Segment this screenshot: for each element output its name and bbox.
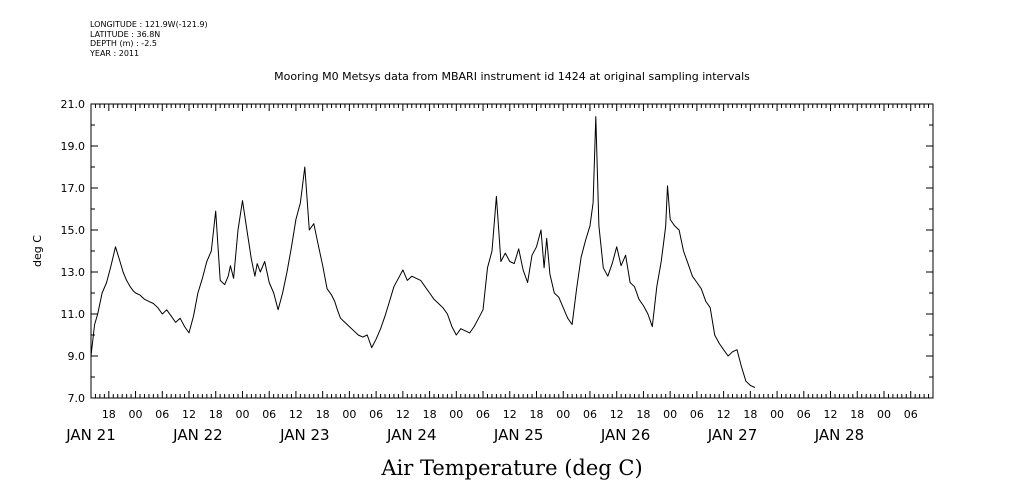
y-tick-label: 7.0 (68, 392, 86, 405)
x-tick-labels: 18 00 06 12 18 00 06 12 18 00 06 12 18 00 06 12 18 00 06 12… (102, 408, 918, 421)
series-group (90, 116, 756, 388)
x-tick-label: 12 (610, 408, 624, 421)
metadata-block: LONGITUDE : 121.9W(-121.9) LATITUDE : 36… (90, 20, 208, 58)
y-tick-label: 9.0 (68, 350, 86, 363)
axis-ticks (90, 103, 934, 399)
x-tick-label: 06 (369, 408, 383, 421)
series-line (90, 116, 756, 388)
y-tick-label: 19.0 (61, 140, 86, 153)
x-tick-label: 00 (449, 408, 463, 421)
x-tick-label: 06 (583, 408, 597, 421)
x-tick-label: 18 (636, 408, 650, 421)
x-tick-label: 00 (877, 408, 891, 421)
x-tick-label: 06 (155, 408, 169, 421)
x-tick-label: 06 (797, 408, 811, 421)
depth-text: DEPTH (m) : -2.5 (90, 39, 157, 48)
x-tick-label: 06 (262, 408, 276, 421)
x-tick-label: 06 (690, 408, 704, 421)
x-tick-label: 12 (503, 408, 517, 421)
x-tick-label: 00 (556, 408, 570, 421)
x-tick-label: 00 (770, 408, 784, 421)
x-tick-label: 18 (530, 408, 544, 421)
x-tick-label: 06 (476, 408, 490, 421)
y-tick-label: 17.0 (61, 182, 86, 195)
day-label: JAN 28 (814, 426, 865, 444)
x-tick-label: 18 (102, 408, 116, 421)
x-tick-label: 18 (209, 408, 223, 421)
y-tick-label: 21.0 (61, 98, 86, 111)
x-tick-label: 12 (824, 408, 838, 421)
x-tick-label: 00 (663, 408, 677, 421)
y-tick-label: 13.0 (61, 266, 86, 279)
day-labels: JAN 21 JAN 22 JAN 23 JAN 24 JAN 25 JAN 26 JAN … (65, 426, 864, 444)
latitude-text: LATITUDE : 36.8N (90, 29, 161, 39)
day-label: JAN 22 (172, 426, 223, 444)
x-tick-label: 00 (129, 408, 143, 421)
y-axis-label: deg C (31, 235, 44, 267)
y-tick-label: 15.0 (61, 224, 86, 237)
year-text: YEAR : 2011 (90, 48, 140, 58)
x-tick-label: 12 (717, 408, 731, 421)
day-label: JAN 26 (600, 426, 651, 444)
day-label: JAN 21 (65, 426, 116, 444)
x-tick-label: 00 (235, 408, 249, 421)
x-tick-label: 18 (850, 408, 864, 421)
day-label: JAN 25 (493, 426, 544, 444)
x-axis-label: Air Temperature (deg C) (380, 456, 642, 480)
day-label: JAN 27 (707, 426, 758, 444)
x-tick-label: 18 (743, 408, 757, 421)
plot-frame (90, 103, 934, 399)
day-label: JAN 23 (279, 426, 330, 444)
chart-title: Mooring M0 Metsys data from MBARI instru… (274, 70, 750, 83)
y-tick-labels: 7.0 9.0 11.0 13.0 15.0 17.0 19.0 21.0 (61, 98, 86, 405)
y-tick-label: 11.0 (61, 308, 86, 321)
day-label: JAN 24 (386, 426, 437, 444)
x-tick-label: 12 (396, 408, 410, 421)
longitude-text: LONGITUDE : 121.9W(-121.9) (90, 20, 208, 29)
x-tick-label: 00 (342, 408, 356, 421)
x-tick-label: 12 (182, 408, 196, 421)
x-tick-label: 12 (289, 408, 303, 421)
x-tick-label: 18 (423, 408, 437, 421)
x-tick-label: 06 (904, 408, 918, 421)
x-tick-label: 18 (316, 408, 330, 421)
